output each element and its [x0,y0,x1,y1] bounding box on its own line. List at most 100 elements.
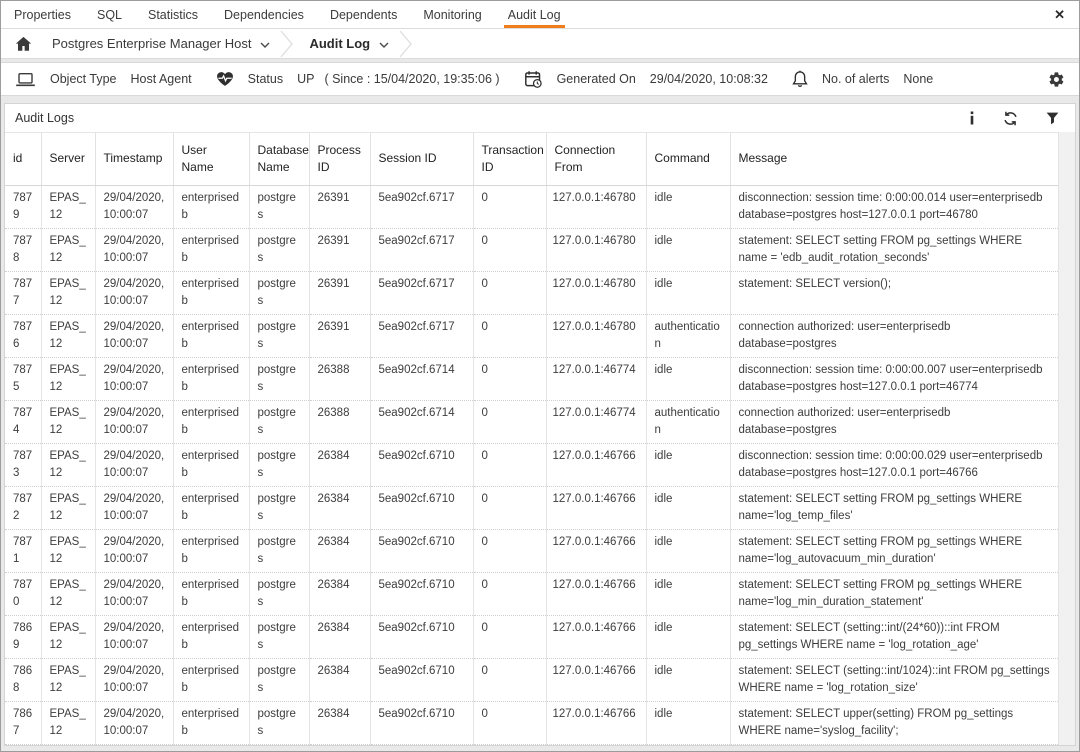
home-icon[interactable] [11,36,36,52]
cell-message: statement: SELECT (setting::int/(24*60))… [730,615,1058,659]
cell-id: 7871 [5,529,42,573]
breadcrumb: Postgres Enterprise Manager Host Audit L… [1,29,1079,59]
tab-properties[interactable]: Properties [14,7,71,22]
refresh-icon[interactable] [1003,111,1018,126]
cell-session_id: 5ea902cf.6710 [370,486,474,530]
cell-id: 7872 [5,486,42,530]
table-row[interactable]: 7879 EPAS_12 29/04/2020, 10:00:07 enterpris… [5,185,1058,229]
cell-server: EPAS_12 [41,658,96,702]
close-icon[interactable]: ✕ [1054,6,1065,22]
cell-connection_from: 127.0.0.1:46780 [546,228,647,272]
cell-user_name: enterprisedb [173,314,250,358]
cell-id: 7873 [5,443,42,487]
column-header-session_id[interactable]: Session ID [370,132,474,186]
breadcrumb-separator-icon [280,29,294,58]
heart-pulse-icon [216,71,234,87]
status-since: ( Since : 15/04/2020, 19:35:06 ) [324,72,500,86]
cell-user_name: enterprisedb [173,615,250,659]
cell-command: authentication [646,314,731,358]
cell-database_name: postgres [249,271,310,315]
table-row[interactable]: 7875 EPAS_12 29/04/2020, 10:00:07 enterpris… [5,357,1058,401]
laptop-icon [15,71,36,88]
cell-process_id: 26391 [309,314,371,358]
cell-command: idle [646,443,731,487]
cell-id: 7879 [5,185,42,229]
column-header-process_id[interactable]: Process ID [309,132,371,186]
table-row[interactable]: 7873 EPAS_12 29/04/2020, 10:00:07 enterpris… [5,443,1058,487]
cell-connection_from: 127.0.0.1:46766 [546,658,647,702]
cell-id: 7867 [5,701,42,745]
cell-server: EPAS_12 [41,529,96,573]
cell-connection_from: 127.0.0.1:46766 [546,615,647,659]
column-header-message[interactable]: Message [730,132,1058,186]
cell-server: EPAS_12 [41,486,96,530]
info-icon[interactable] [969,111,975,125]
breadcrumb-item-host[interactable]: Postgres Enterprise Manager Host [52,36,270,51]
tab-sql[interactable]: SQL [96,7,122,22]
cell-server: EPAS_12 [41,185,96,229]
cell-transaction_id: 0 [473,658,547,702]
cell-transaction_id: 0 [473,185,547,229]
scrollbar-track[interactable] [1058,132,1075,745]
table-row[interactable]: 7870 EPAS_12 29/04/2020, 10:00:07 enterpris… [5,572,1058,616]
cell-process_id: 26388 [309,400,371,444]
cell-database_name: postgres [249,615,310,659]
breadcrumb-item-audit-log[interactable]: Audit Log [309,36,389,51]
tab-statistics[interactable]: Statistics [148,7,199,22]
table-row[interactable]: 7871 EPAS_12 29/04/2020, 10:00:07 enterpris… [5,529,1058,573]
cell-message: disconnection: session time: 0:00:00.007… [730,357,1058,401]
chevron-down-icon[interactable] [379,36,389,51]
cell-database_name: postgres [249,701,310,745]
column-header-command[interactable]: Command [646,132,731,186]
cell-transaction_id: 0 [473,228,547,272]
cell-user_name: enterprisedb [173,529,250,573]
column-header-timestamp[interactable]: Timestamp [95,132,174,186]
cell-connection_from: 127.0.0.1:46780 [546,185,647,229]
tab-audit-log[interactable]: Audit Log [495,1,574,28]
cell-session_id: 5ea902cf.6710 [370,529,474,573]
cell-user_name: enterprisedb [173,271,250,315]
table-row[interactable]: 7872 EPAS_12 29/04/2020, 10:00:07 enterpris… [5,486,1058,530]
cell-session_id: 5ea902cf.6710 [370,443,474,487]
table-row[interactable]: 7867 EPAS_12 29/04/2020, 10:00:07 enterpris… [5,701,1058,745]
column-header-connection_from[interactable]: Connection From [546,132,647,186]
column-header-user_name[interactable]: User Name [173,132,250,186]
cell-process_id: 26384 [309,529,371,573]
chevron-down-icon[interactable] [260,36,270,51]
column-header-database_name[interactable]: Database Name [249,132,310,186]
column-header-server[interactable]: Server [41,132,96,186]
column-header-transaction_id[interactable]: Transaction ID [473,132,547,186]
cell-connection_from: 127.0.0.1:46780 [546,271,647,315]
cell-message: statement: SELECT setting FROM pg_settin… [730,486,1058,530]
cell-server: EPAS_12 [41,314,96,358]
table-row[interactable]: 7876 EPAS_12 29/04/2020, 10:00:07 enterpris… [5,314,1058,358]
cell-session_id: 5ea902cf.6710 [370,701,474,745]
filter-icon[interactable] [1046,112,1059,125]
cell-server: EPAS_12 [41,400,96,444]
gear-icon[interactable] [1048,71,1065,88]
table-row[interactable]: 7869 EPAS_12 29/04/2020, 10:00:07 enterpris… [5,615,1058,659]
cell-transaction_id: 0 [473,271,547,315]
cell-server: EPAS_12 [41,701,96,745]
cell-id: 7877 [5,271,42,315]
cell-timestamp: 29/04/2020, 10:00:07 [95,701,174,745]
tab-dependents[interactable]: Dependents [329,7,398,22]
table-row[interactable]: 7878 EPAS_12 29/04/2020, 10:00:07 enterpris… [5,228,1058,272]
cell-user_name: enterprisedb [173,658,250,702]
cell-command: authentication [646,400,731,444]
column-header-id[interactable]: id [5,132,42,186]
cell-command: idle [646,271,731,315]
table-row[interactable]: 7868 EPAS_12 29/04/2020, 10:00:07 enterpris… [5,658,1058,702]
cell-timestamp: 29/04/2020, 10:00:07 [95,357,174,401]
cell-transaction_id: 0 [473,529,547,573]
cell-session_id: 5ea902cf.6717 [370,271,474,315]
table-row[interactable]: 7877 EPAS_12 29/04/2020, 10:00:07 enterpris… [5,271,1058,315]
table-row[interactable]: 7874 EPAS_12 29/04/2020, 10:00:07 enterpris… [5,400,1058,444]
cell-id: 7878 [5,228,42,272]
cell-database_name: postgres [249,572,310,616]
tab-dependencies[interactable]: Dependencies [224,7,304,22]
cell-command: idle [646,228,731,272]
cell-connection_from: 127.0.0.1:46766 [546,529,647,573]
generated-on-value: 29/04/2020, 10:08:32 [649,72,768,86]
tab-monitoring[interactable]: Monitoring [423,7,482,22]
